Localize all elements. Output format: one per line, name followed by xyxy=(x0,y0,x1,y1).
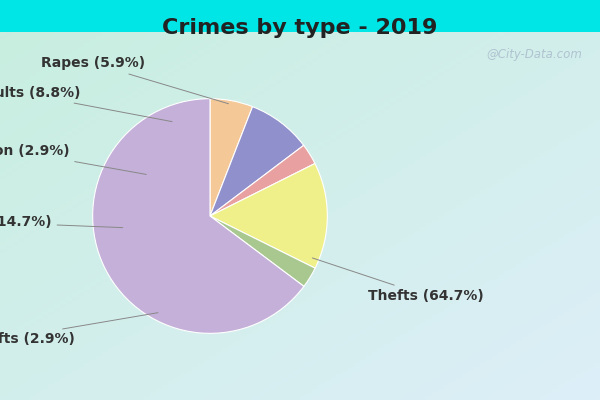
Text: Arson (2.9%): Arson (2.9%) xyxy=(0,144,146,174)
Text: Assaults (8.8%): Assaults (8.8%) xyxy=(0,86,172,122)
Text: Thefts (64.7%): Thefts (64.7%) xyxy=(313,258,484,303)
Text: Burglaries (14.7%): Burglaries (14.7%) xyxy=(0,215,123,229)
Text: Crimes by type - 2019: Crimes by type - 2019 xyxy=(163,18,437,38)
Wedge shape xyxy=(210,216,315,286)
Wedge shape xyxy=(92,99,304,333)
Text: Rapes (5.9%): Rapes (5.9%) xyxy=(41,56,229,104)
Text: Auto thefts (2.9%): Auto thefts (2.9%) xyxy=(0,313,158,346)
Wedge shape xyxy=(210,99,253,216)
Text: @City-Data.com: @City-Data.com xyxy=(486,48,582,61)
Wedge shape xyxy=(210,107,304,216)
Wedge shape xyxy=(210,145,315,216)
Wedge shape xyxy=(210,164,328,268)
